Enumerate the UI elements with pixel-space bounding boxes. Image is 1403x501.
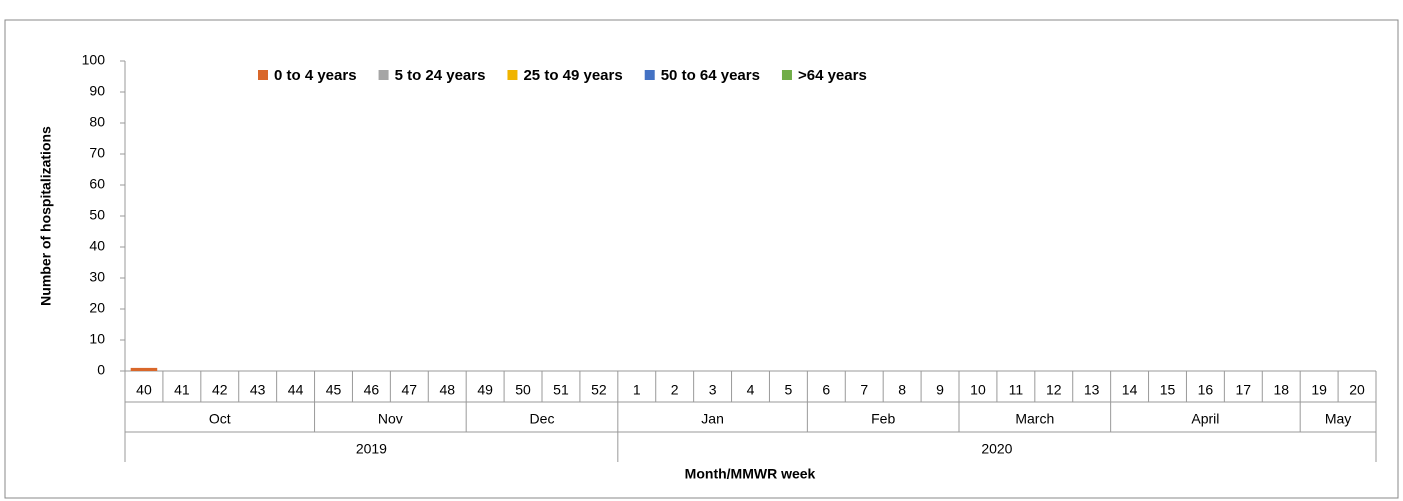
- months-label: Nov: [378, 411, 403, 427]
- x-tick-label: 1: [633, 382, 641, 398]
- legend-swatch: [781, 70, 792, 80]
- y-axis-label: Number of hospitalizations: [38, 126, 54, 306]
- legend-swatch: [378, 70, 389, 80]
- legend-label: 50 to 64 years: [661, 67, 760, 84]
- y-tick-label: 100: [82, 52, 106, 68]
- months-label: March: [1015, 411, 1054, 427]
- x-tick-label: 19: [1311, 382, 1327, 398]
- legend-label: 25 to 49 years: [523, 67, 622, 84]
- x-tick-label: 6: [822, 382, 830, 398]
- bar-segment: [130, 367, 158, 371]
- x-tick-label: 14: [1122, 382, 1138, 398]
- x-tick-label: 9: [936, 382, 944, 398]
- x-tick-label: 45: [326, 382, 342, 398]
- x-axis-label: Month/MMWR week: [685, 466, 816, 482]
- x-tick-label: 51: [553, 382, 569, 398]
- months-label: Feb: [871, 411, 895, 427]
- chart-border: [4, 19, 1399, 499]
- x-tick-label: 18: [1273, 382, 1289, 398]
- x-tick-label: 11: [1009, 382, 1024, 398]
- y-tick-label: 90: [89, 83, 105, 99]
- x-tick-label: 2: [671, 382, 679, 398]
- y-tick-label: 20: [89, 300, 105, 316]
- legend-swatch: [507, 70, 518, 80]
- y-tick-label: 10: [89, 331, 105, 347]
- legend-label: >64 years: [798, 67, 867, 84]
- y-tick-label: 50: [89, 207, 105, 223]
- x-tick-label: 8: [898, 382, 906, 398]
- x-tick-label: 10: [970, 382, 986, 398]
- x-tick-label: 12: [1046, 382, 1062, 398]
- x-tick-label: 47: [402, 382, 418, 398]
- x-tick-label: 48: [439, 382, 455, 398]
- legend-label: 5 to 24 years: [395, 67, 486, 84]
- months-label: May: [1325, 411, 1351, 427]
- y-tick-label: 60: [89, 176, 105, 192]
- y-tick-label: 40: [89, 238, 105, 254]
- x-tick-label: 7: [860, 382, 868, 398]
- years-label: 2020: [981, 441, 1012, 457]
- legend-label: 0 to 4 years: [274, 67, 357, 84]
- x-tick-label: 17: [1236, 382, 1252, 398]
- x-tick-label: 50: [515, 382, 531, 398]
- y-tick-label: 30: [89, 269, 105, 285]
- legend-swatch: [644, 70, 655, 80]
- legend-swatch: [258, 70, 268, 80]
- months-label: Oct: [209, 411, 231, 427]
- x-tick-label: 15: [1160, 382, 1176, 398]
- x-tick-label: 20: [1349, 382, 1365, 398]
- x-tick-label: 49: [477, 382, 493, 398]
- x-tick-label: 46: [364, 382, 380, 398]
- x-tick-label: 52: [591, 382, 607, 398]
- x-tick-label: 42: [212, 382, 228, 398]
- x-tick-label: 3: [709, 382, 717, 398]
- years-label: 2019: [356, 441, 387, 457]
- months-label: Dec: [530, 411, 555, 427]
- y-tick-label: 0: [97, 362, 105, 378]
- y-tick-label: 80: [89, 114, 105, 130]
- x-tick-label: 44: [288, 382, 304, 398]
- x-tick-label: 5: [785, 382, 793, 398]
- x-tick-label: 16: [1198, 382, 1214, 398]
- x-tick-label: 4: [747, 382, 755, 398]
- x-tick-label: 43: [250, 382, 266, 398]
- x-tick-label: 41: [174, 382, 190, 398]
- months-label: Jan: [701, 411, 724, 427]
- x-tick-label: 40: [136, 382, 152, 398]
- x-tick-label: 13: [1084, 382, 1100, 398]
- y-tick-label: 70: [89, 145, 105, 161]
- months-label: April: [1191, 411, 1219, 427]
